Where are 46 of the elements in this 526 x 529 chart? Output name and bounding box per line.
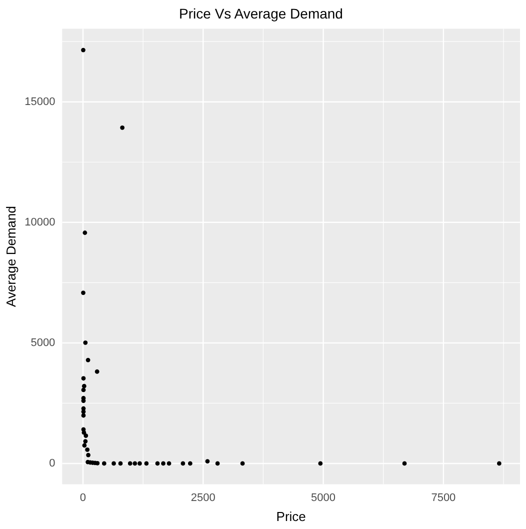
point xyxy=(85,448,90,452)
point xyxy=(132,461,138,466)
point xyxy=(82,230,88,235)
point xyxy=(86,452,90,458)
point xyxy=(81,48,86,52)
point xyxy=(120,125,125,130)
point xyxy=(188,461,192,466)
point xyxy=(138,461,142,466)
point xyxy=(82,443,87,448)
point xyxy=(161,461,166,466)
chart-title: Price Vs Average Demand xyxy=(179,5,343,22)
point xyxy=(81,413,86,418)
point xyxy=(180,461,186,466)
point xyxy=(205,459,210,464)
x-tick-label: 7500 xyxy=(431,492,456,504)
point xyxy=(112,461,116,466)
point xyxy=(240,461,245,466)
point xyxy=(84,434,88,438)
x-axis-title: Price xyxy=(276,508,306,524)
point xyxy=(86,358,90,362)
point xyxy=(83,340,88,345)
x-tick-label: 0 xyxy=(80,492,86,504)
point xyxy=(166,461,172,466)
point xyxy=(82,384,86,388)
x-tick-label: 5000 xyxy=(311,492,336,504)
point xyxy=(318,461,323,466)
point xyxy=(81,398,86,403)
point xyxy=(81,376,86,381)
y-axis-title: Average Demand xyxy=(3,206,18,307)
point xyxy=(144,461,149,466)
y-tick-label: 10000 xyxy=(24,216,56,228)
point xyxy=(215,461,220,466)
point xyxy=(496,461,502,466)
point xyxy=(81,388,86,392)
point xyxy=(94,369,100,374)
point xyxy=(83,439,88,444)
y-tick-label: 15000 xyxy=(24,96,56,108)
point xyxy=(402,461,407,466)
point xyxy=(155,461,160,466)
point xyxy=(81,290,86,295)
point xyxy=(128,461,132,466)
x-tick-label: 2500 xyxy=(190,492,216,504)
point xyxy=(102,461,106,466)
y-tick-label: 0 xyxy=(49,458,56,470)
point xyxy=(118,461,123,466)
y-tick-label: 5000 xyxy=(30,336,56,349)
